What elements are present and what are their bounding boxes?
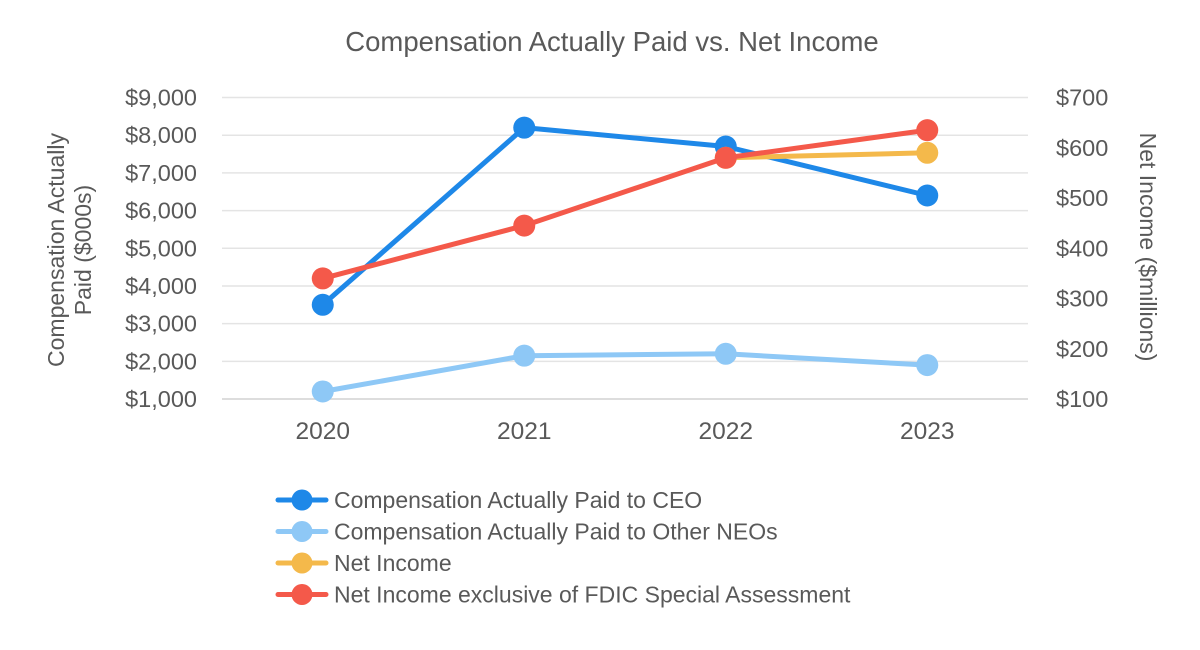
legend-label: Net Income (334, 550, 452, 576)
data-point (916, 184, 939, 207)
data-point (311, 267, 334, 290)
data-point (311, 293, 334, 316)
series-line (723, 150, 930, 161)
data-point (916, 119, 939, 142)
left-axis-tick-label: $7,000 (125, 160, 197, 186)
right-axis-tick-label: $300 (1056, 286, 1108, 312)
left-axis-title: Compensation Actually (43, 133, 69, 367)
series-line (320, 127, 930, 281)
legend-label: Compensation Actually Paid to Other NEOs (334, 519, 778, 545)
data-point (916, 354, 939, 377)
legend-marker-dot (291, 521, 313, 542)
data-point (513, 214, 536, 237)
left-axis-tick-label: $5,000 (125, 235, 197, 261)
axes-layer: $1,000 $2,000 $3,000 $4,000 $5,000 $6,000 $7,0… (43, 85, 1161, 446)
legend-label: Net Income exclusive of FDIC Special Ass… (334, 582, 851, 608)
legend: Compensation Actually Paid to CEO Compens… (275, 487, 851, 608)
data-point (513, 344, 536, 367)
left-axis-tick-label: $8,000 (125, 122, 197, 148)
right-axis-tick-label: $700 (1056, 85, 1108, 111)
right-axis-tick-label: $100 (1056, 386, 1108, 412)
chart-title: Compensation Actually Paid vs. Net Incom… (345, 26, 878, 57)
right-axis-tick-label: $200 (1056, 336, 1108, 362)
left-axis-tick-label: $1,000 (125, 386, 197, 412)
series-line (320, 125, 930, 308)
left-axis-tick-label: $9,000 (125, 85, 197, 111)
legend-item: Net Income (275, 550, 452, 576)
left-axis-tick-label: $3,000 (125, 311, 197, 337)
series-line (320, 351, 930, 394)
data-point (714, 146, 737, 169)
left-axis-title: Paid ($000s) (70, 185, 96, 315)
x-axis-category-label: 2020 (295, 418, 350, 445)
right-axis-tick-label: $500 (1056, 185, 1108, 211)
legend-item: Net Income exclusive of FDIC Special Ass… (275, 582, 851, 608)
data-point (311, 380, 334, 403)
legend-item: Compensation Actually Paid to CEO (275, 487, 702, 513)
right-axis-tick-label: $400 (1056, 235, 1108, 261)
legend-item: Compensation Actually Paid to Other NEOs (275, 519, 778, 545)
right-axis-title: Net Income ($millions) (1135, 133, 1161, 362)
data-point (714, 342, 737, 365)
data-point (916, 141, 939, 164)
data-point (513, 116, 536, 139)
gridlines-layer (222, 96, 1028, 400)
left-axis-tick-label: $2,000 (125, 348, 197, 374)
legend-marker-dot (291, 552, 313, 574)
legend-label: Compensation Actually Paid to CEO (334, 487, 702, 513)
series-layer (311, 116, 939, 403)
right-axis-tick-label: $600 (1056, 135, 1108, 161)
left-axis-tick-label: $4,000 (125, 273, 197, 299)
left-axis-tick-label: $6,000 (125, 198, 197, 224)
x-axis-category-label: 2023 (900, 418, 955, 445)
legend-marker-dot (291, 489, 313, 511)
x-axis-category-label: 2021 (497, 418, 552, 445)
legend-marker-dot (291, 584, 313, 605)
x-axis-category-label: 2022 (698, 418, 753, 445)
